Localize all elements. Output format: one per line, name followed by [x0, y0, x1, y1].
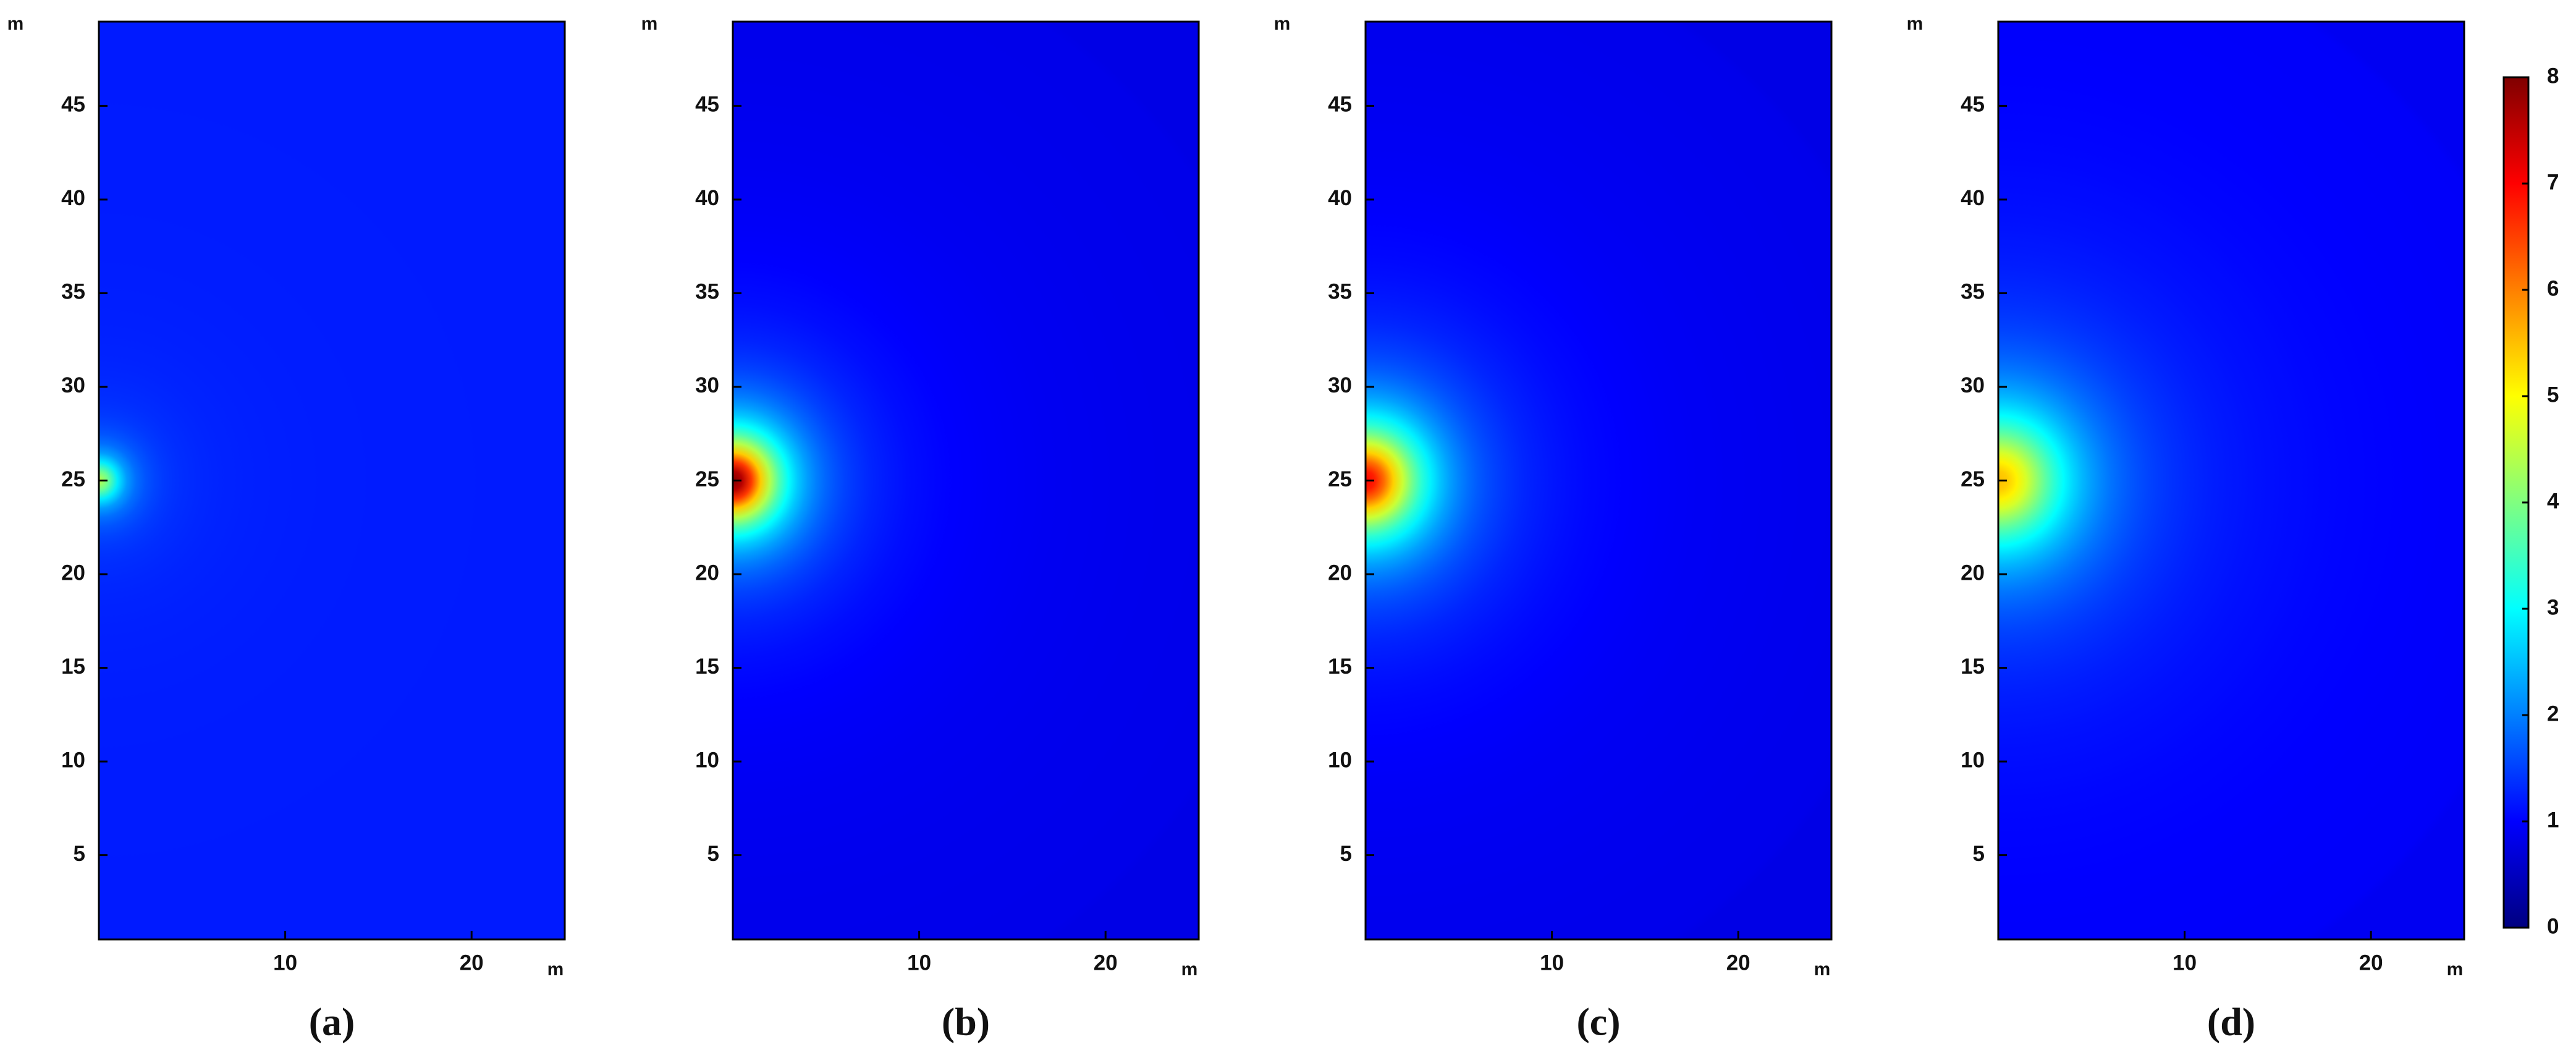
field-source [1366, 22, 1831, 939]
field-source [1998, 22, 2464, 939]
y-tick-label: 15 [1328, 655, 1352, 679]
y-tick-label: 10 [695, 748, 719, 772]
y-tick-label: 30 [695, 373, 719, 397]
colorbar [2502, 76, 2530, 929]
y-tick-label: 20 [1961, 561, 1985, 585]
y-tick-label: 5 [1973, 842, 1985, 866]
x-axis-unit: m [2447, 959, 2464, 980]
y-tick-label: 40 [61, 186, 85, 210]
y-tick-label: 45 [61, 93, 85, 117]
y-tick-label: 15 [1961, 655, 1985, 679]
y-tick-label: 30 [1961, 373, 1985, 397]
y-tick-label: 30 [1328, 373, 1352, 397]
y-tick-label: 20 [61, 561, 85, 585]
colorbar-tick-label: 0 [2547, 914, 2559, 938]
y-tick-label: 5 [74, 842, 85, 866]
field-source [733, 22, 1199, 939]
y-tick-label: 40 [1328, 186, 1352, 210]
panel-caption: (c) [1576, 1000, 1620, 1044]
y-tick-label: 25 [1328, 467, 1352, 491]
colorbar-tick-label: 3 [2547, 595, 2559, 619]
colorbar-tick-label: 6 [2547, 276, 2559, 300]
colorbar-tick-label: 2 [2547, 701, 2559, 726]
panel-caption: (b) [942, 1000, 990, 1044]
x-tick-label: 20 [1094, 951, 1118, 975]
y-tick-label: 35 [1961, 280, 1985, 304]
y-tick-label: 45 [695, 93, 719, 117]
y-tick-label: 35 [1328, 280, 1352, 304]
y-tick-label: 15 [695, 655, 719, 679]
y-axis-unit: m [7, 14, 24, 34]
colorbar-tick-label: 1 [2547, 808, 2559, 832]
y-tick-label: 40 [695, 186, 719, 210]
y-tick-label: 15 [61, 655, 85, 679]
y-tick-label: 5 [707, 842, 719, 866]
x-axis-unit: m [547, 959, 564, 980]
y-tick-label: 20 [1328, 561, 1352, 585]
y-tick-label: 35 [695, 280, 719, 304]
y-tick-label: 10 [1961, 748, 1985, 772]
y-tick-label: 5 [1340, 842, 1352, 866]
colorbar-tick-label: 8 [2547, 64, 2559, 88]
x-tick-label: 20 [1726, 951, 1750, 975]
x-tick-label: 20 [460, 951, 484, 975]
y-axis-unit: m [641, 14, 658, 34]
field-source [99, 22, 565, 939]
y-tick-label: 45 [1961, 93, 1985, 117]
x-tick-label: 10 [2173, 951, 2197, 975]
y-tick-label: 35 [61, 280, 85, 304]
panel-caption: (d) [2207, 1000, 2255, 1044]
colorbar-tick-label: 4 [2547, 489, 2559, 513]
x-tick-label: 10 [907, 951, 931, 975]
y-axis-unit: m [1907, 14, 1924, 34]
y-tick-label: 40 [1961, 186, 1985, 210]
y-tick-label: 25 [695, 467, 719, 491]
y-tick-label: 20 [695, 561, 719, 585]
x-axis-unit: m [1814, 959, 1831, 980]
y-tick-label: 45 [1328, 93, 1352, 117]
y-tick-label: 10 [61, 748, 85, 772]
colorbar-tick-label: 5 [2547, 383, 2559, 407]
y-axis-unit: m [1274, 14, 1291, 34]
colorbar-tick-label: 7 [2547, 170, 2559, 194]
y-tick-label: 25 [61, 467, 85, 491]
x-axis-unit: m [1181, 959, 1198, 980]
x-tick-label: 10 [1540, 951, 1564, 975]
y-tick-label: 25 [1961, 467, 1985, 491]
panel-caption: (a) [309, 1000, 355, 1044]
x-tick-label: 10 [273, 951, 297, 975]
y-tick-label: 30 [61, 373, 85, 397]
y-tick-label: 10 [1328, 748, 1352, 772]
x-tick-label: 20 [2359, 951, 2383, 975]
